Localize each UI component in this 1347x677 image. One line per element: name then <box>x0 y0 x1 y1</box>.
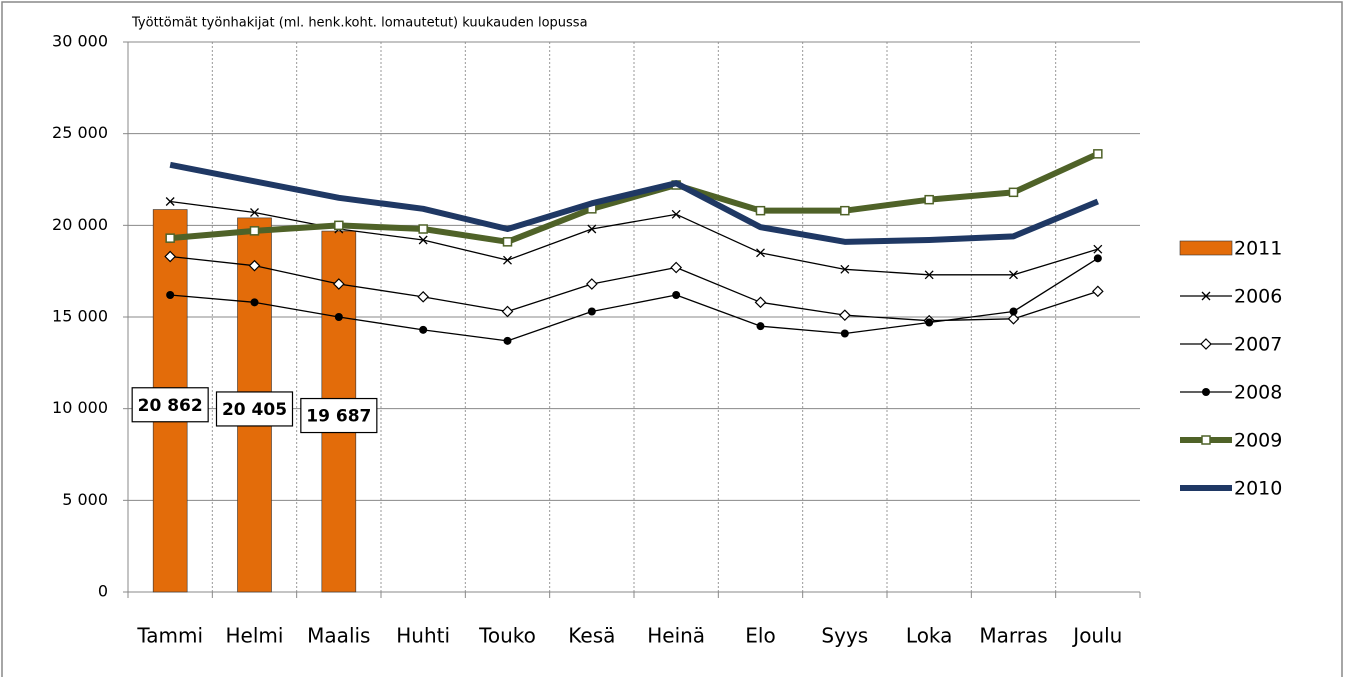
marker <box>838 309 851 322</box>
y-tick-label: 25 000 <box>52 123 108 142</box>
y-tick-label: 5 000 <box>62 490 108 509</box>
chart-title: Työttömät työnhakijat (ml. henk.koht. lo… <box>131 16 588 31</box>
marker <box>671 209 681 219</box>
marker <box>1093 149 1103 159</box>
value-label-box <box>215 391 294 427</box>
legend-label: 2011 <box>1234 238 1282 260</box>
x-tick-label: Syys <box>821 624 868 648</box>
marker <box>165 197 175 206</box>
marker <box>503 336 512 345</box>
marker <box>756 322 765 331</box>
legend-label: 2006 <box>1234 286 1282 308</box>
marker <box>754 296 767 309</box>
marker <box>925 318 934 327</box>
marker <box>587 224 597 234</box>
marker <box>166 291 175 299</box>
marker <box>503 255 512 265</box>
marker <box>1201 435 1211 445</box>
x-tick-label: Touko <box>478 624 536 648</box>
marker <box>756 248 765 258</box>
x-tick-label: Joulu <box>1071 624 1122 648</box>
marker <box>248 259 261 272</box>
marker <box>1093 244 1103 254</box>
x-tick-label: Helmi <box>226 624 284 648</box>
marker <box>418 224 428 234</box>
marker <box>587 307 596 316</box>
marker <box>924 194 934 205</box>
value-label: 19 687 <box>306 407 371 427</box>
marker <box>840 205 850 216</box>
line <box>170 257 1099 342</box>
marker <box>670 261 683 274</box>
marker <box>924 270 934 280</box>
legend-swatch <box>1179 240 1233 256</box>
legend-label: 2007 <box>1234 334 1282 356</box>
y-tick-label: 0 <box>98 582 108 601</box>
marker <box>250 298 259 307</box>
marker <box>1202 388 1210 396</box>
x-tick-label: Elo <box>745 624 775 648</box>
y-tick-label: 15 000 <box>52 307 108 326</box>
marker <box>1200 338 1212 350</box>
y-tick-label: 10 000 <box>52 398 108 417</box>
marker <box>755 205 766 216</box>
marker <box>1091 285 1104 298</box>
marker <box>1008 187 1019 198</box>
marker <box>250 208 259 217</box>
marker <box>165 233 175 243</box>
marker <box>672 291 681 299</box>
marker <box>164 250 177 263</box>
legend-label: 2008 <box>1234 382 1282 404</box>
marker <box>501 305 514 318</box>
marker <box>1093 254 1102 263</box>
marker <box>249 226 260 236</box>
legend-label: 2010 <box>1234 478 1282 500</box>
marker <box>419 325 428 334</box>
marker <box>1201 291 1211 301</box>
marker <box>840 329 849 338</box>
marker <box>585 278 598 290</box>
x-tick-label: Maalis <box>307 624 370 648</box>
line <box>169 151 1100 245</box>
marker <box>1007 312 1020 325</box>
x-tick-label: Huhti <box>396 624 450 648</box>
marker <box>332 278 345 290</box>
marker <box>840 264 850 274</box>
marker <box>417 290 430 303</box>
x-tick-label: Marras <box>979 624 1047 648</box>
line <box>169 161 1099 245</box>
value-label-box <box>131 387 209 423</box>
x-tick-label: Kesä <box>568 624 615 648</box>
marker <box>418 235 428 245</box>
value-label-box <box>300 397 378 434</box>
marker <box>502 237 513 247</box>
y-tick-label: 30 000 <box>52 32 108 51</box>
legend-label: 2009 <box>1234 430 1282 452</box>
marker <box>1009 307 1018 316</box>
value-label: 20 405 <box>222 400 287 420</box>
y-tick-label: 20 000 <box>52 215 108 234</box>
marker <box>1009 270 1018 280</box>
value-label: 20 862 <box>138 396 203 416</box>
x-tick-label: Loka <box>906 624 953 648</box>
x-tick-label: Tammi <box>136 624 203 648</box>
x-tick-label: Heinä <box>647 624 705 648</box>
marker <box>334 220 344 231</box>
marker <box>334 313 343 321</box>
